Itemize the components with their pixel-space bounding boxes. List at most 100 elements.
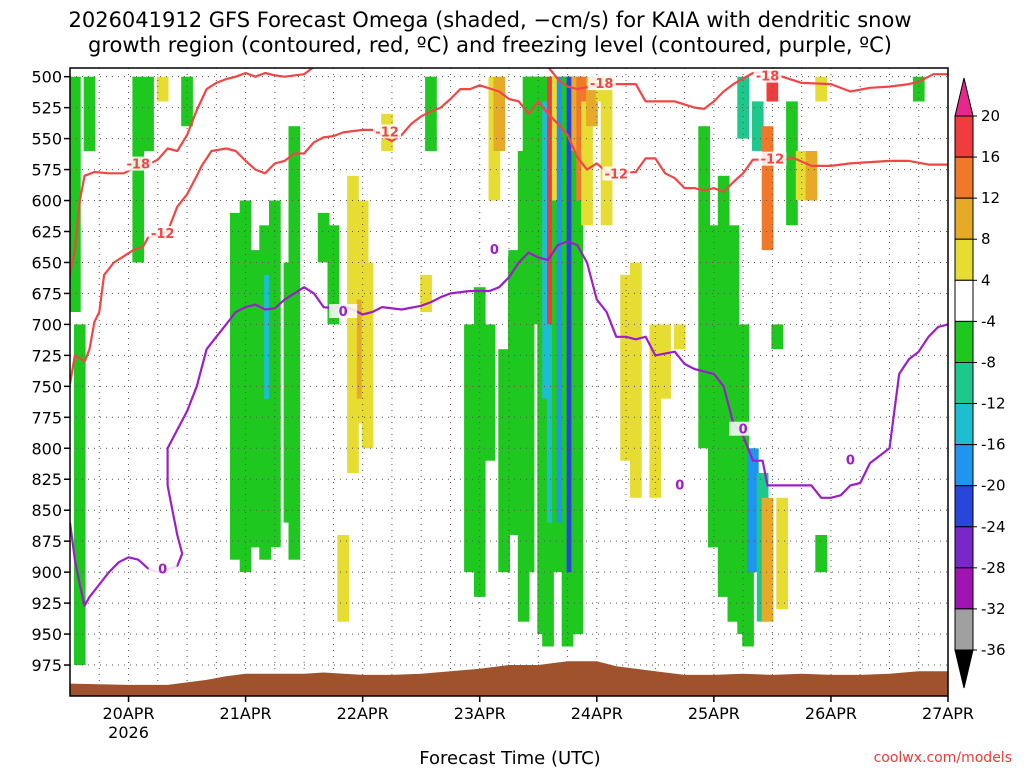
omega-shaded-band xyxy=(815,76,827,102)
y-tick-label: 750 xyxy=(31,377,62,396)
omega-shaded-band xyxy=(581,101,593,226)
terrain-surface xyxy=(70,661,948,696)
omega-shaded-band xyxy=(673,324,686,350)
omega-shaded-band xyxy=(912,76,925,102)
contour-label-bg xyxy=(373,124,402,139)
contour-label: -18 xyxy=(590,77,614,92)
omega-shaded-band xyxy=(142,76,154,151)
omega-shaded-band xyxy=(73,324,86,665)
contour-label: 0 xyxy=(675,478,684,493)
omega-shaded-band xyxy=(766,76,779,102)
contour-label-bg xyxy=(124,156,153,171)
contour-label-bg xyxy=(602,166,631,181)
x-tick-label: 26APR xyxy=(805,704,857,723)
contour-label-bg xyxy=(836,452,865,467)
colorbar-bin xyxy=(954,156,974,199)
y-tick-label: 700 xyxy=(31,315,62,334)
contour-label: -18 xyxy=(127,158,151,173)
omega-shaded-band xyxy=(751,101,764,151)
omega-shading xyxy=(70,76,925,665)
omega-shaded-band xyxy=(483,324,496,461)
omega-shaded-band xyxy=(493,76,506,151)
y-tick-label: 900 xyxy=(31,563,62,582)
chart-title-line-1: 2026041912 GFS Forecast Omega (shaded, −… xyxy=(68,8,911,32)
omega-shaded-band xyxy=(425,76,437,151)
omega-shaded-band xyxy=(649,324,662,498)
y-tick-label: 950 xyxy=(31,625,62,644)
omega-shaded-band xyxy=(795,151,808,201)
contour-label: 0 xyxy=(490,243,499,258)
colorbar-label: 4 xyxy=(981,271,991,289)
contour-line-minus18 xyxy=(70,68,948,276)
credit-link[interactable]: coolwx.com/models xyxy=(874,750,1012,766)
contour-label-bg xyxy=(729,421,758,436)
colorbar-label: -28 xyxy=(981,559,1006,577)
contour-label-bg xyxy=(665,477,694,492)
colorbar-label: -32 xyxy=(981,600,1006,618)
y-tick-label: 725 xyxy=(31,346,62,365)
contour-label: 0 xyxy=(339,305,348,320)
contour-label: 0 xyxy=(739,423,748,438)
x-tick-label: 20APR xyxy=(102,704,154,723)
y-tick-label: 575 xyxy=(31,161,62,180)
colorbar-label: 8 xyxy=(981,230,991,248)
colorbar-label: -24 xyxy=(981,518,1006,536)
contour-label-bg xyxy=(148,561,177,576)
contour-label-bg xyxy=(480,242,509,257)
omega-shaded-band xyxy=(498,349,510,573)
omega-shaded-band xyxy=(698,126,710,449)
contour-label-bg xyxy=(329,304,358,319)
colorbar-bin xyxy=(954,115,974,158)
x-tick-label: 21APR xyxy=(220,704,272,723)
omega-shaded-band xyxy=(747,448,759,573)
y-tick-label: 500 xyxy=(31,68,62,87)
omega-shaded-band xyxy=(630,262,642,498)
y-tick-label: 975 xyxy=(31,656,62,675)
contour-label: 0 xyxy=(846,454,855,469)
x-tick-label: 23APR xyxy=(454,704,506,723)
omega-shaded-band xyxy=(420,274,432,313)
y-tick-label: 775 xyxy=(31,408,62,427)
contour-line-0 xyxy=(70,240,948,607)
y-tick-label: 800 xyxy=(31,439,62,458)
contour-lines: -18 -18 -18 -12 -12 -12 -12 0 0 0 0 0 0 xyxy=(70,68,948,607)
colorbar-label: -16 xyxy=(981,436,1006,454)
y-axis-pressure: 500 525 550 575 600 625 650 675 700 725 750 775 800 8… xyxy=(31,68,70,675)
colorbar-bin xyxy=(954,485,974,528)
colorbar-bin xyxy=(954,362,974,405)
contour-label: 0 xyxy=(158,563,167,578)
x-tick-label: 25APR xyxy=(688,704,740,723)
omega-shaded-band xyxy=(815,535,827,573)
y-tick-label: 675 xyxy=(31,284,62,303)
omega-shaded-band xyxy=(761,497,774,622)
colorbar-bin xyxy=(954,526,974,569)
colorbar-bin xyxy=(954,320,974,363)
chart-title: 2026041912 GFS Forecast Omega (shaded, −… xyxy=(68,8,911,57)
omega-shaded-band xyxy=(156,76,169,102)
x-tick-label: 22APR xyxy=(337,704,389,723)
y-tick-label: 625 xyxy=(31,223,62,242)
omega-shaded-band xyxy=(464,324,476,573)
colorbar-label: 16 xyxy=(981,148,1000,166)
omega-shaded-band xyxy=(361,262,374,449)
omega-shaded-band xyxy=(508,250,520,535)
colorbar-label: -8 xyxy=(981,353,996,371)
colorbar-label: -36 xyxy=(981,641,1006,659)
y-tick-label: 925 xyxy=(31,594,62,613)
omega-shaded-band xyxy=(786,101,798,226)
omega-shaded-band xyxy=(571,76,584,635)
colorbar-over-arrow xyxy=(954,77,974,117)
terrain-fill xyxy=(70,661,948,696)
contour-line-minus12 xyxy=(70,84,948,385)
x-tick-label: 24APR xyxy=(571,704,623,723)
colorbar-bin xyxy=(954,444,974,487)
omega-shaded-band xyxy=(83,76,96,151)
colorbar-bin xyxy=(954,567,974,610)
colorbar-under-arrow xyxy=(954,649,974,689)
contour-label-bg xyxy=(753,68,782,83)
colorbar-legend: 20 16 12 8 4 -4 -8 -12 -16 -20 -24 -28 -32 -36 xyxy=(954,77,1006,689)
chart-title-line-2: growth region (contoured, red, ºC) and f… xyxy=(88,33,892,57)
omega-shaded-band xyxy=(181,76,193,127)
